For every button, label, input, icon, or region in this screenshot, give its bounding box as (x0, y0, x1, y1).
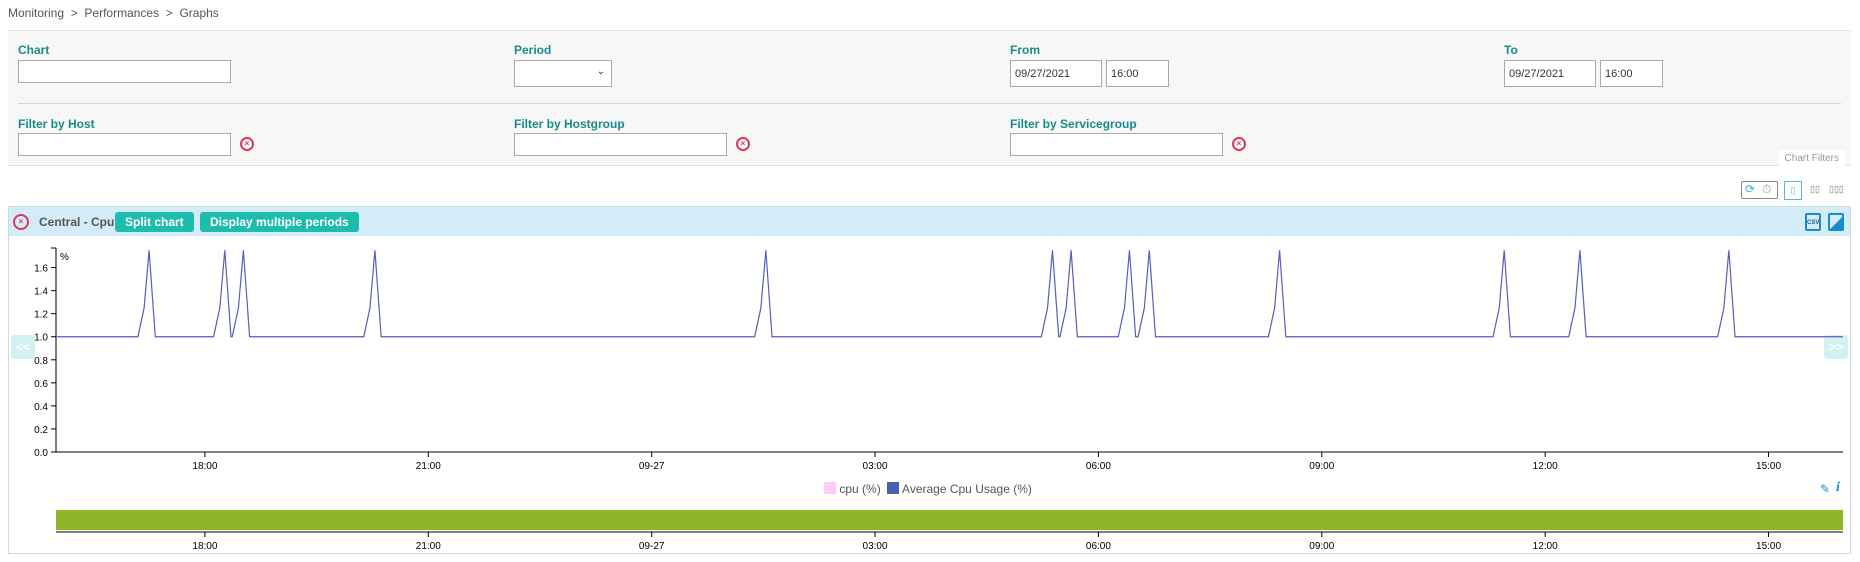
x-tick-label: 12:00 (1533, 461, 1558, 472)
x-tick-label: 03:00 (863, 461, 888, 472)
breadcrumb-graphs[interactable]: Graphs (179, 6, 219, 20)
from-label: From (1010, 43, 1040, 57)
clear-host-icon[interactable]: × (240, 137, 254, 151)
next-period-button[interactable]: >> (1824, 335, 1848, 359)
layout-three-columns-button[interactable]: ▯▯▯ (1829, 184, 1844, 194)
filter-hostgroup-input[interactable] (514, 133, 727, 156)
layout-two-columns-button[interactable]: ▯▯ (1810, 184, 1820, 194)
legend-swatch-average (887, 482, 900, 494)
filter-panel: Chart Period ⌄ From 09/27/2021 16:00 To … (8, 30, 1851, 167)
navigator-x-tick-label: 03:00 (863, 541, 888, 552)
chart-panel: × Central - Cpu Split chart Display mult… (8, 206, 1851, 554)
legend-swatch-cpu (824, 482, 836, 494)
legend-cpu[interactable]: cpu (%) (824, 482, 881, 496)
filter-host-input[interactable] (18, 133, 231, 156)
breadcrumb-performances[interactable]: Performances (84, 6, 160, 20)
info-icon[interactable]: i (1836, 480, 1840, 495)
x-tick-label: 15:00 (1756, 461, 1781, 472)
breadcrumb-monitoring[interactable]: Monitoring (8, 6, 65, 20)
display-multiple-periods-button[interactable]: Display multiple periods (200, 212, 359, 232)
chart-header: × Central - Cpu Split chart Display mult… (9, 207, 1850, 236)
timer-icon[interactable]: ⏱ (1762, 182, 1772, 196)
period-label: Period (514, 43, 552, 57)
y-tick-label: 1.0 (34, 333, 48, 344)
chart-filters-tab[interactable]: Chart Filters (1778, 150, 1845, 167)
refresh-icon[interactable]: ⟳ (1745, 182, 1756, 196)
legend-label-average: Average Cpu Usage (%) (902, 482, 1032, 496)
clear-hostgroup-icon[interactable]: × (736, 137, 750, 151)
x-tick-label: 21:00 (416, 461, 441, 472)
from-date-input[interactable]: 09/27/2021 (1010, 60, 1102, 87)
x-tick-label: 18:00 (192, 461, 217, 472)
y-tick-label: 1.4 (34, 287, 48, 298)
to-label: To (1504, 43, 1518, 57)
refresh-toggle[interactable]: ⟳ ⏱ (1741, 181, 1778, 199)
filter-servicegroup-label: Filter by Servicegroup (1010, 117, 1137, 131)
filter-servicegroup-input[interactable] (1010, 133, 1223, 156)
pencil-icon[interactable]: ✎ (1820, 482, 1831, 496)
period-select[interactable]: ⌄ (514, 60, 612, 87)
previous-period-button[interactable]: << (11, 335, 35, 359)
navigator-range-bar (56, 510, 1843, 530)
y-tick-label: 1.6 (34, 264, 48, 275)
x-tick-label: 06:00 (1086, 461, 1111, 472)
export-image-icon[interactable] (1828, 213, 1844, 231)
filter-host-label: Filter by Host (18, 117, 95, 131)
navigator-x-tick-label: 21:00 (416, 541, 441, 552)
navigator-x-tick-label: 18:00 (192, 541, 217, 552)
cpu-chart: % 0.0 0.2 0.4 0.6 0.8 1.0 1.2 1.4 1.6 18:00 18:00 21… (34, 247, 1843, 552)
legend-average[interactable]: Average Cpu Usage (%) (887, 482, 1032, 496)
filter-hostgroup-label: Filter by Hostgroup (514, 117, 625, 131)
clear-servicegroup-icon[interactable]: × (1232, 137, 1246, 151)
y-unit-label: % (60, 252, 69, 263)
navigator-x-tick-label: 12:00 (1533, 541, 1558, 552)
breadcrumb-separator: > (70, 6, 78, 20)
legend: cpu (%) Average Cpu Usage (%) (824, 482, 1032, 496)
y-tick-label: 1.2 (34, 310, 48, 321)
to-time-input[interactable]: 16:00 (1600, 60, 1663, 87)
legend-label-cpu: cpu (%) (839, 482, 881, 496)
x-tick-label: 09-27 (639, 461, 665, 472)
chart-input[interactable] (18, 60, 231, 83)
navigator-x-tick-label: 15:00 (1756, 541, 1781, 552)
to-date-input[interactable]: 09/27/2021 (1504, 60, 1596, 87)
y-tick-label: 0.8 (34, 356, 48, 367)
chart-title: Central - Cpu (39, 215, 115, 229)
y-tick-label: 0.4 (34, 402, 48, 413)
chart-label: Chart (18, 43, 50, 57)
series-cpu-line (56, 250, 1843, 338)
y-tick-label: 0.2 (34, 425, 48, 436)
navigator-x-tick-label: 06:00 (1086, 541, 1111, 552)
chevron-down-icon: ⌄ (596, 66, 605, 77)
from-time-input[interactable]: 16:00 (1106, 60, 1169, 87)
layout-one-column-button[interactable]: ▯ (1784, 181, 1802, 200)
navigator-x-tick-label: 09:00 (1309, 541, 1334, 552)
export-csv-icon[interactable]: CSV (1805, 213, 1821, 231)
divider (18, 103, 1841, 104)
series-average-cpu-line (56, 250, 1843, 338)
breadcrumb: Monitoring > Performances > Graphs (8, 6, 219, 20)
y-tick-label: 0.0 (34, 448, 48, 459)
x-tick-label: 09:00 (1309, 461, 1334, 472)
navigator-x-tick-label: 09-27 (639, 541, 665, 552)
close-chart-icon[interactable]: × (13, 214, 29, 230)
y-tick-label: 0.6 (34, 379, 48, 390)
breadcrumb-separator: > (165, 6, 173, 20)
split-chart-button[interactable]: Split chart (115, 212, 194, 232)
